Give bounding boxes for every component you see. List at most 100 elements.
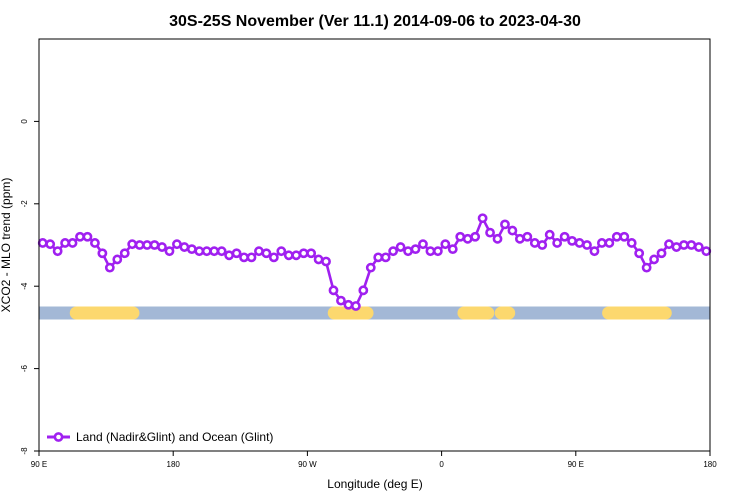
y-tick-label: -6 [20,364,29,372]
data-point [246,252,257,263]
y-tick-label: -8 [20,447,29,455]
data-point [552,238,563,248]
y-tick-label: -4 [20,282,29,290]
x-tick-label: 90 E [31,460,47,469]
data-point [649,254,659,265]
x-axis-label: Longitude (deg E) [327,477,422,491]
data-point [149,240,160,250]
data-point [157,242,167,252]
data-point [544,229,555,240]
data-point [485,227,495,238]
data-point [656,248,667,259]
y-axis-ticks: 0 -2 -4 -6 -8 [20,119,39,455]
x-tick-label: 90 E [568,460,584,469]
data-point [306,248,317,259]
data-point [582,240,592,250]
data-point [90,238,100,248]
legend: Land (Nadir&Glint) and Ocean (Glint) [47,430,273,444]
data-point [641,262,652,273]
data-point [268,252,279,263]
data-point [239,252,249,263]
data-point [626,238,637,248]
x-axis-ticks: 90 E 180 90 W 0 90 E 180 [31,451,717,469]
data-point [343,299,354,310]
data-point [164,246,175,257]
data-point [134,240,145,250]
data-point [410,244,421,255]
data-point [500,219,510,230]
data-point [127,239,138,250]
data-point [276,246,287,257]
data-point [365,262,376,273]
data-point [447,244,458,255]
data-point [328,285,339,296]
data-point [403,246,413,257]
data-point [440,239,451,250]
data-point [52,246,63,257]
data-point [321,256,331,267]
data-point [336,295,346,306]
data-point [507,225,518,236]
data-point [559,231,570,242]
data-point [388,246,399,257]
data-point [686,240,697,250]
x-tick-label: 90 W [298,460,317,469]
y-axis-label: XCO2 - MLO trend (ppm) [0,178,13,313]
data-point [596,238,607,248]
chart-title: 30S-25S November (Ver 11.1) 2014-09-06 t… [169,13,581,30]
data-point [142,240,153,250]
data-point [373,252,384,263]
data-point [425,246,436,257]
legend-swatch-marker [53,432,64,442]
data-point [619,231,630,242]
data-point [380,252,391,263]
data-point [470,231,481,242]
plot-frame [38,38,711,452]
data-point [224,250,235,261]
data-point [97,248,108,259]
data-point [604,238,615,248]
data-point [522,231,533,242]
x-tick-label: 180 [167,460,181,469]
data-point [567,235,577,246]
series-layer [37,213,712,311]
series-line [42,216,707,308]
data-point [693,242,704,252]
data-point [291,250,302,261]
data-point [194,246,205,257]
data-point [701,246,712,257]
data-point [231,248,242,259]
data-point [418,239,428,250]
data-point [477,213,488,224]
data-point [201,246,212,257]
data-point [67,238,78,248]
data-point [216,246,227,257]
data-point [45,239,56,250]
data-point [455,231,466,242]
data-point [350,301,361,311]
data-point [395,242,406,252]
data-point [283,250,294,261]
data-point [179,242,190,252]
data-point [589,246,600,257]
data-point [492,233,503,244]
data-point [611,231,622,242]
data-point [112,254,123,265]
data-point [298,248,309,259]
y-tick-label: 0 [20,119,29,124]
data-point [313,254,324,265]
data-point [462,233,473,244]
data-point [37,238,48,248]
data-point [119,248,130,259]
x-tick-label: 0 [439,460,444,469]
data-point [104,262,115,273]
data-point [679,240,689,250]
data-point [664,239,674,250]
data-point [60,238,70,248]
x-tick-label: 180 [703,460,717,469]
data-point [261,248,272,259]
data-point [82,231,93,242]
data-point [358,285,369,296]
data-point [75,231,85,242]
